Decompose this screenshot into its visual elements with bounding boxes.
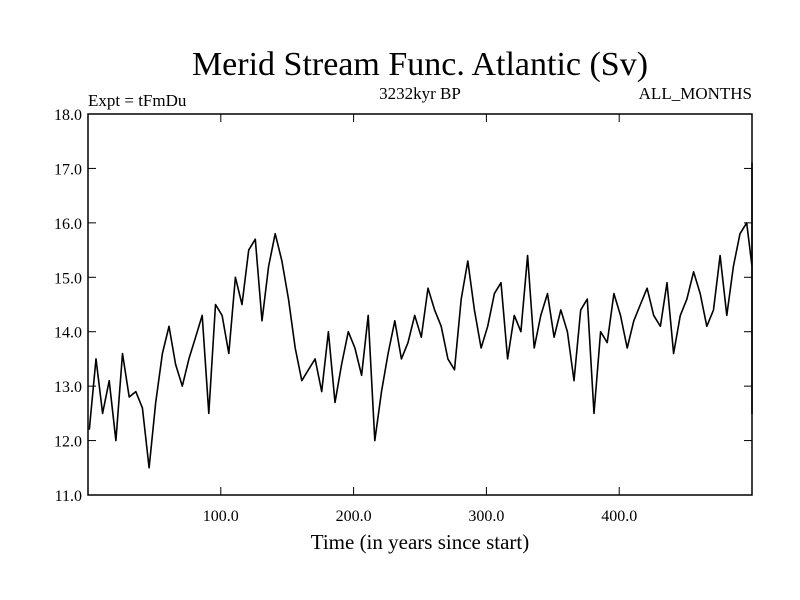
- x-tick-label: 400.0: [601, 508, 637, 525]
- y-tick-label: 18.0: [54, 107, 82, 124]
- x-axis: 100.0 200.0 300.0 400.0: [203, 114, 637, 525]
- y-tick-label: 13.0: [54, 379, 82, 396]
- x-tick-label: 200.0: [336, 508, 372, 525]
- y-tick-label: 15.0: [54, 270, 82, 287]
- series-layer: [88, 162, 753, 469]
- chart-subtitle-expt: Expt = tFmDu: [88, 91, 187, 110]
- x-axis-label: Time (in years since start): [311, 530, 530, 554]
- y-tick-label: 14.0: [54, 325, 82, 342]
- chart-subtitle-date: 3232kyr BP: [379, 84, 461, 103]
- series-line: [88, 162, 753, 469]
- y-tick-label: 17.0: [54, 161, 82, 178]
- y-tick-label: 11.0: [55, 488, 82, 505]
- y-axis: 11.0 12.0 13.0 14.0 15.0 16.0 17.0 18.0: [54, 107, 752, 505]
- x-tick-label: 100.0: [203, 508, 239, 525]
- chart-subtitle-months: ALL_MONTHS: [639, 84, 752, 103]
- plot-frame: [87, 113, 753, 496]
- x-tick-label: 300.0: [468, 508, 504, 525]
- y-tick-label: 16.0: [54, 216, 82, 233]
- chart-title: Merid Stream Func. Atlantic (Sv): [192, 46, 648, 83]
- y-tick-label: 12.0: [54, 434, 82, 451]
